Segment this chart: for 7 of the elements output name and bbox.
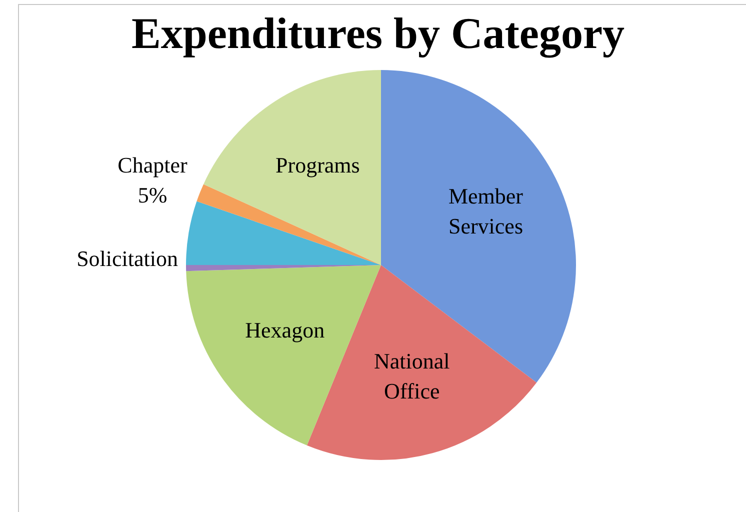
- slice-label: National Office: [374, 348, 450, 404]
- slice-label: Hexagon: [245, 317, 325, 342]
- slice-label: Programs: [276, 152, 360, 178]
- slice-label: Member Services: [448, 184, 524, 239]
- chart-title: Expenditures by Category: [130, 8, 626, 59]
- slice-label: Chapter 5%: [118, 152, 188, 208]
- slice-label: Solicitation: [76, 246, 178, 271]
